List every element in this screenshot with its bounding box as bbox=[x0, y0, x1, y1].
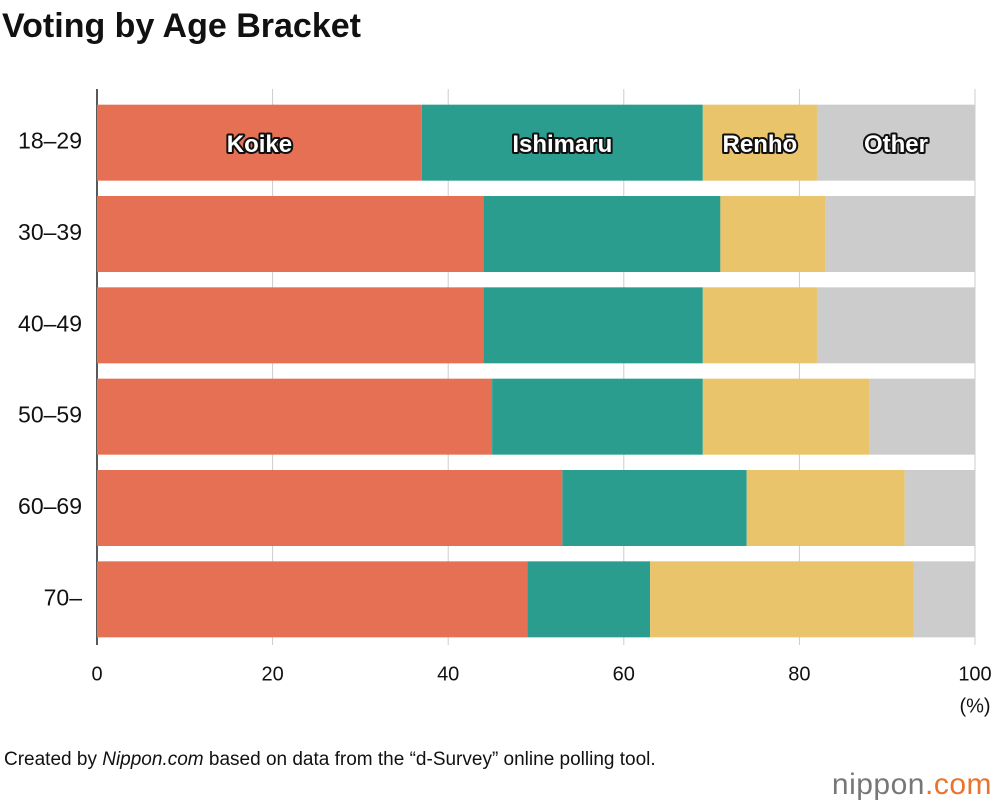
x-tick-label: 20 bbox=[261, 663, 283, 685]
bar-segment bbox=[746, 470, 905, 546]
source-site: Nippon.com bbox=[102, 749, 204, 770]
bar-segment bbox=[904, 470, 975, 546]
bar-segment bbox=[483, 287, 703, 364]
bar-segment bbox=[650, 561, 914, 638]
chart: Voting by Age Bracket 0 20 40 60 80 100 (%) 18–… bbox=[2, 7, 992, 717]
bar-segment bbox=[492, 378, 703, 455]
bar-segment bbox=[816, 287, 975, 364]
series-label: Ishimaru bbox=[512, 131, 612, 158]
x-tick-label: 80 bbox=[788, 663, 810, 685]
footer-source: Created by Nippon.com based on data from… bbox=[4, 746, 744, 774]
bar-segment bbox=[702, 287, 817, 364]
bar-segment bbox=[483, 196, 721, 272]
bar-segment bbox=[97, 287, 484, 364]
bar-segment bbox=[562, 470, 747, 546]
series-label: Koike bbox=[227, 131, 292, 158]
bar-segment bbox=[720, 196, 826, 272]
series-label: Renhō bbox=[723, 131, 798, 158]
bar-segment bbox=[421, 104, 703, 181]
logo: nippon.com bbox=[832, 768, 992, 802]
bar-segment bbox=[869, 378, 975, 455]
x-tick-label: 0 bbox=[91, 663, 102, 685]
bar-segment bbox=[825, 196, 975, 272]
source-text: Created by bbox=[4, 749, 103, 770]
x-tick-label: 40 bbox=[437, 663, 459, 685]
logo-suffix: .com bbox=[924, 768, 992, 801]
bar-segment bbox=[816, 104, 975, 181]
x-unit: (%) bbox=[959, 695, 990, 717]
bar-segment bbox=[702, 104, 817, 181]
y-tick-label: 40–49 bbox=[18, 310, 82, 336]
bar-segment bbox=[97, 104, 422, 181]
y-tick-label: 60–69 bbox=[18, 493, 82, 519]
y-tick-label: 70– bbox=[44, 584, 83, 610]
bar-segment bbox=[97, 378, 493, 455]
bar-segment bbox=[97, 196, 484, 272]
series-label: Other bbox=[864, 131, 928, 158]
source-text: based on data from the “d-Survey” online… bbox=[203, 749, 656, 770]
bar-segment bbox=[913, 561, 975, 638]
bar-segment bbox=[527, 561, 651, 638]
x-tick-label: 60 bbox=[613, 663, 635, 685]
x-tick-label: 100 bbox=[958, 663, 991, 685]
y-tick-label: 50–59 bbox=[18, 402, 82, 428]
bar-segment bbox=[702, 378, 870, 455]
y-tick-label: 18–29 bbox=[18, 128, 82, 154]
logo-text: nippon bbox=[831, 768, 925, 801]
bar-segment bbox=[97, 561, 528, 638]
y-tick-label: 30–39 bbox=[18, 219, 82, 245]
chart-title: Voting by Age Bracket bbox=[2, 7, 361, 45]
bar-segment bbox=[97, 470, 563, 546]
